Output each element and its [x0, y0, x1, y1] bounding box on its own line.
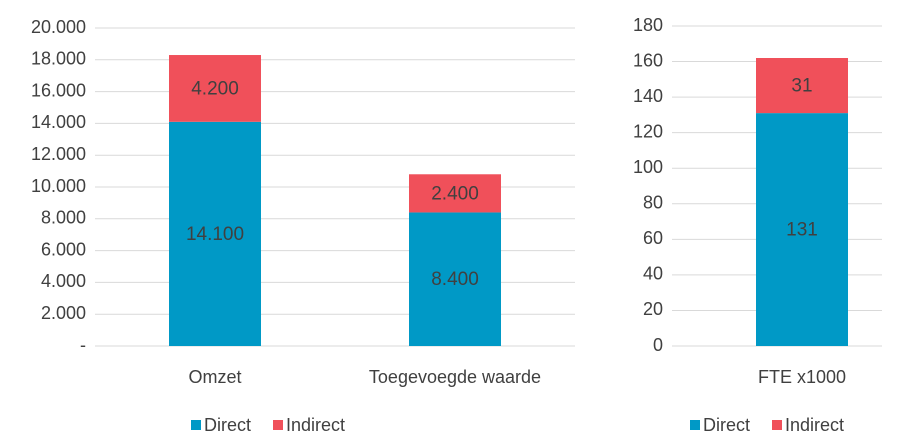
legend-swatch	[273, 420, 283, 430]
legend-label: Direct	[204, 415, 251, 435]
y-tick-label: -	[80, 335, 86, 355]
y-tick-label: 6.000	[41, 239, 86, 259]
data-label: 2.400	[431, 183, 479, 204]
bar-segment	[756, 58, 848, 114]
data-label: 131	[786, 220, 818, 241]
y-tick-label: 180	[633, 15, 663, 35]
y-tick-label: 8.000	[41, 208, 86, 228]
bar-segment	[409, 212, 501, 346]
data-label: 14.100	[186, 224, 244, 245]
y-tick-label: 18.000	[31, 49, 86, 69]
bar-segment	[169, 121, 261, 346]
bar-segment	[756, 113, 848, 346]
legend-label: Indirect	[286, 415, 345, 435]
y-tick-label: 16.000	[31, 80, 86, 100]
y-tick-label: 80	[643, 193, 663, 213]
legend-swatch	[772, 420, 782, 430]
y-tick-label: 4.000	[41, 271, 86, 291]
y-tick-label: 60	[643, 228, 663, 248]
data-label: 31	[791, 76, 812, 97]
y-tick-label: 160	[633, 50, 663, 70]
data-label: 8.400	[431, 269, 479, 290]
y-tick-label: 2.000	[41, 303, 86, 323]
legend-label: Indirect	[785, 415, 844, 435]
y-tick-label: 14.000	[31, 112, 86, 132]
legend-label: Direct	[703, 415, 750, 435]
bar-segment	[409, 174, 501, 213]
y-tick-label: 0	[653, 335, 663, 355]
y-tick-label: 100	[633, 157, 663, 177]
y-tick-label: 40	[643, 264, 663, 284]
y-tick-label: 12.000	[31, 144, 86, 164]
y-tick-label: 20.000	[31, 17, 86, 37]
x-tick-label: Toegevoegde waarde	[369, 367, 541, 387]
y-tick-label: 20	[643, 299, 663, 319]
y-tick-label: 140	[633, 86, 663, 106]
x-tick-label: FTE x1000	[758, 367, 846, 387]
x-tick-label: Omzet	[188, 367, 241, 387]
data-label: 4.200	[191, 78, 239, 99]
y-tick-label: 120	[633, 121, 663, 141]
legend-swatch	[191, 420, 201, 430]
bar-segment	[169, 55, 261, 122]
legend-swatch	[690, 420, 700, 430]
y-tick-label: 10.000	[31, 176, 86, 196]
